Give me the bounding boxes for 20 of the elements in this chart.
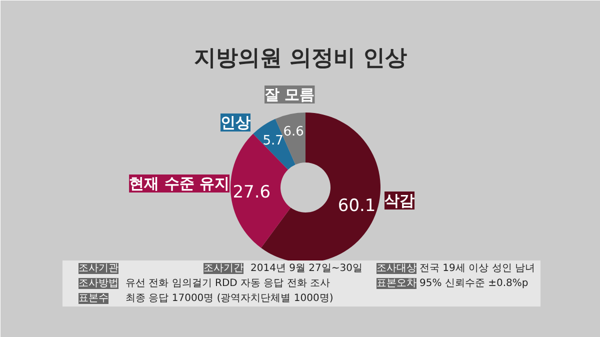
chart-title: 지방의원 의정비 인상	[194, 46, 408, 71]
data-label: 60.1	[338, 196, 376, 216]
text: 2014년 9월 27일~30일	[250, 263, 362, 274]
slice-label: 현재 수준 유지	[129, 174, 230, 192]
slice-label: 삭감	[384, 192, 414, 210]
text: 최종 응답 17000명 (광역자치단체별 1000명)	[126, 293, 334, 304]
text: 조사기간	[204, 263, 244, 274]
text: 조사방법	[78, 278, 118, 289]
text: 표본수	[78, 293, 108, 304]
data-label: 27.6	[232, 182, 271, 203]
data-label: 6.6	[283, 124, 304, 140]
slice-label: 잘 모름	[264, 86, 315, 104]
text: 95% 신뢰수준 ±0.8%p	[420, 278, 528, 289]
text: 전국 19세 이상 성인 남녀	[420, 263, 535, 274]
text: 조사기관	[78, 263, 118, 274]
text: 표본오차	[376, 278, 416, 289]
data-label: 5.7	[262, 133, 284, 148]
text: 조사대상	[376, 263, 416, 274]
slice-label: 인상	[220, 114, 250, 132]
text: 유선 전화 임의걸기 RDD 자동 응답 전화 조사	[126, 278, 330, 289]
